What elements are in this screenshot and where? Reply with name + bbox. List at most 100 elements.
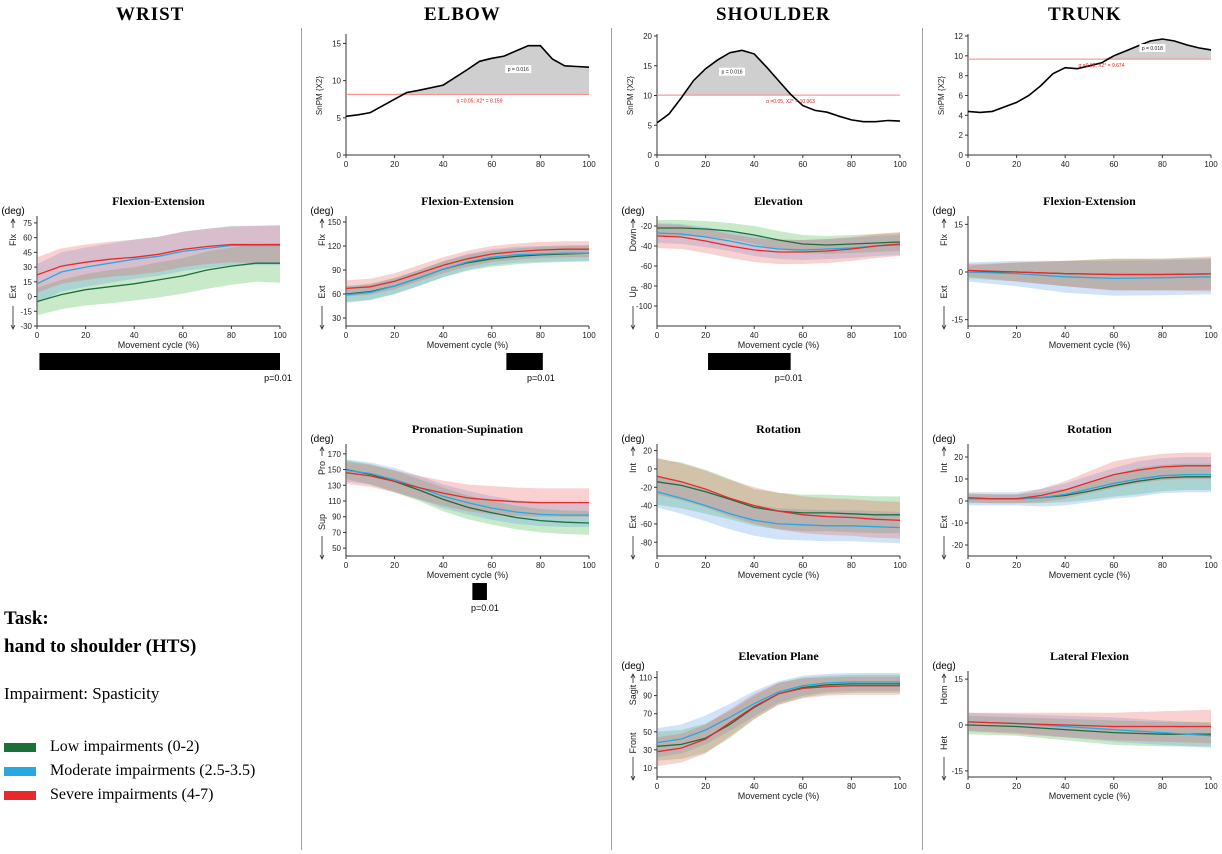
- y-tick-label: 0: [337, 151, 342, 160]
- legend-swatch-moderate: [4, 766, 36, 776]
- direction-label-top: Flx: [939, 234, 949, 246]
- x-tick-label: 80: [536, 331, 545, 340]
- y-tick-label: 0: [959, 268, 964, 277]
- y-tick-label: 75: [23, 219, 32, 228]
- y-tick-label: 150: [328, 218, 342, 227]
- direction-arrowhead-up: [319, 218, 325, 224]
- threshold-label: α =0.05, X2* = 10.063: [766, 99, 815, 105]
- direction-label-bottom: Front: [628, 732, 638, 754]
- y-tick-label: -20: [640, 483, 652, 492]
- x-tick-label: 80: [1158, 331, 1167, 340]
- x-tick-label: 60: [1109, 160, 1118, 169]
- direction-arrowhead-up: [941, 673, 947, 679]
- direction-label-bottom: Ext: [628, 515, 638, 529]
- y-tick-label: -40: [640, 242, 652, 251]
- unit-label: (deg): [310, 206, 333, 217]
- direction-label-bottom: Up: [628, 286, 638, 298]
- panel-title: Rotation: [756, 422, 801, 436]
- y-tick-label: 10: [954, 52, 963, 61]
- sd-band-low: [657, 674, 900, 761]
- direction-label-bottom: Ext: [939, 515, 949, 529]
- mean-line-severe: [346, 248, 589, 290]
- direction-label-bottom: Ext: [939, 285, 949, 299]
- y-tick-label: -30: [20, 322, 32, 331]
- x-axis-label: Movement cycle (%): [738, 340, 820, 350]
- y-tick-label: 50: [332, 544, 341, 553]
- y-tick-label: 30: [23, 263, 32, 272]
- panel-title: Pronation-Supination: [412, 422, 523, 436]
- x-tick-label: 40: [1061, 782, 1070, 791]
- chart-trunk-rot: 0 20 40 60 80 100 -20 -10 0 10 20 Movement cycle (%…: [932, 422, 1218, 580]
- x-tick-label: 20: [701, 561, 710, 570]
- unit-label: (deg): [621, 661, 644, 672]
- chart-elbow-ps: 0 20 40 60 80 100 50 70 90 110 130 150 170 Movement c…: [310, 422, 596, 613]
- y-tick-label: -15: [20, 307, 32, 316]
- direction-label-top: Int: [628, 463, 638, 474]
- legend-label-severe: Severe impairments (4-7): [50, 786, 214, 803]
- suprathreshold-cluster: [968, 39, 1211, 60]
- x-tick-label: 60: [487, 561, 496, 570]
- x-tick-label: 0: [655, 561, 660, 570]
- legend-label-low: Low impairments (0-2): [50, 738, 200, 755]
- direction-label-top: Flx: [317, 234, 327, 246]
- x-tick-label: 40: [439, 561, 448, 570]
- y-tick-label: 50: [643, 728, 652, 737]
- x-tick-label: 40: [130, 331, 139, 340]
- y-tick-label: 4: [959, 111, 964, 120]
- y-tick-label: 0: [648, 465, 653, 474]
- column-title-shoulder: SHOULDER: [716, 4, 831, 25]
- sd-band-severe: [657, 457, 900, 539]
- unit-label: (deg): [310, 434, 333, 445]
- direction-arrowhead-down: [941, 554, 947, 560]
- y-tick-label: 20: [643, 447, 652, 456]
- chart-shoulder-spm: 0 20 40 60 80 100 0 5 10 15 20 SnPM {X2} α =0.05, X2…: [626, 32, 907, 169]
- x-tick-label: 80: [1158, 561, 1167, 570]
- panel-title: Lateral Flexion: [1050, 649, 1129, 663]
- y-axis-label: SnPM {X2}: [626, 76, 635, 115]
- sd-band-low: [657, 220, 900, 254]
- sd-band-severe: [346, 461, 589, 517]
- sd-band-severe: [37, 224, 280, 293]
- x-tick-label: 20: [390, 160, 399, 169]
- y-tick-label: 10: [643, 92, 652, 101]
- x-tick-label: 80: [1158, 160, 1167, 169]
- threshold-label: α =0.05, X2* = 8.159: [457, 98, 503, 104]
- y-tick-label: 30: [332, 314, 341, 323]
- y-tick-label: 110: [639, 674, 652, 683]
- x-tick-label: 80: [847, 160, 856, 169]
- x-tick-label: 100: [1204, 160, 1218, 169]
- mean-line-severe: [968, 465, 1211, 500]
- x-tick-label: 40: [750, 782, 759, 791]
- y-tick-label: 10: [332, 77, 341, 86]
- x-tick-label: 60: [487, 331, 496, 340]
- direction-arrowhead-down: [941, 324, 947, 330]
- y-tick-label: -60: [640, 262, 652, 271]
- y-tick-label: -15: [951, 767, 963, 776]
- x-tick-label: 0: [966, 331, 971, 340]
- chart-wrist-fe: 0 20 40 60 80 100 -30 -15 0 15 30 45 60 75 Movement cy…: [1, 194, 292, 383]
- x-tick-label: 100: [893, 561, 907, 570]
- y-tick-label: -20: [640, 222, 652, 231]
- x-axis-label: Movement cycle (%): [738, 570, 820, 580]
- direction-arrowhead-down: [319, 324, 325, 330]
- y-tick-label: 0: [648, 151, 653, 160]
- y-tick-label: 0: [959, 497, 964, 506]
- y-tick-label: 20: [954, 453, 963, 462]
- y-tick-label: 15: [332, 39, 341, 48]
- x-tick-label: 20: [701, 331, 710, 340]
- mean-line-low: [968, 724, 1211, 735]
- x-tick-label: 60: [178, 331, 187, 340]
- chart-elbow-spm: 0 20 40 60 80 100 0 5 10 15 SnPM {X2} α =0.05, X2* …: [315, 34, 596, 169]
- direction-arrowhead-down: [10, 324, 16, 330]
- y-tick-label: -15: [951, 316, 963, 325]
- significance-bar: [472, 583, 487, 600]
- unit-label: (deg): [932, 434, 955, 445]
- y-tick-label: 0: [959, 151, 964, 160]
- x-tick-label: 60: [487, 160, 496, 169]
- x-axis-label: Movement cycle (%): [738, 791, 820, 801]
- x-tick-label: 80: [536, 160, 545, 169]
- significance-p-label: p=0.01: [264, 373, 292, 383]
